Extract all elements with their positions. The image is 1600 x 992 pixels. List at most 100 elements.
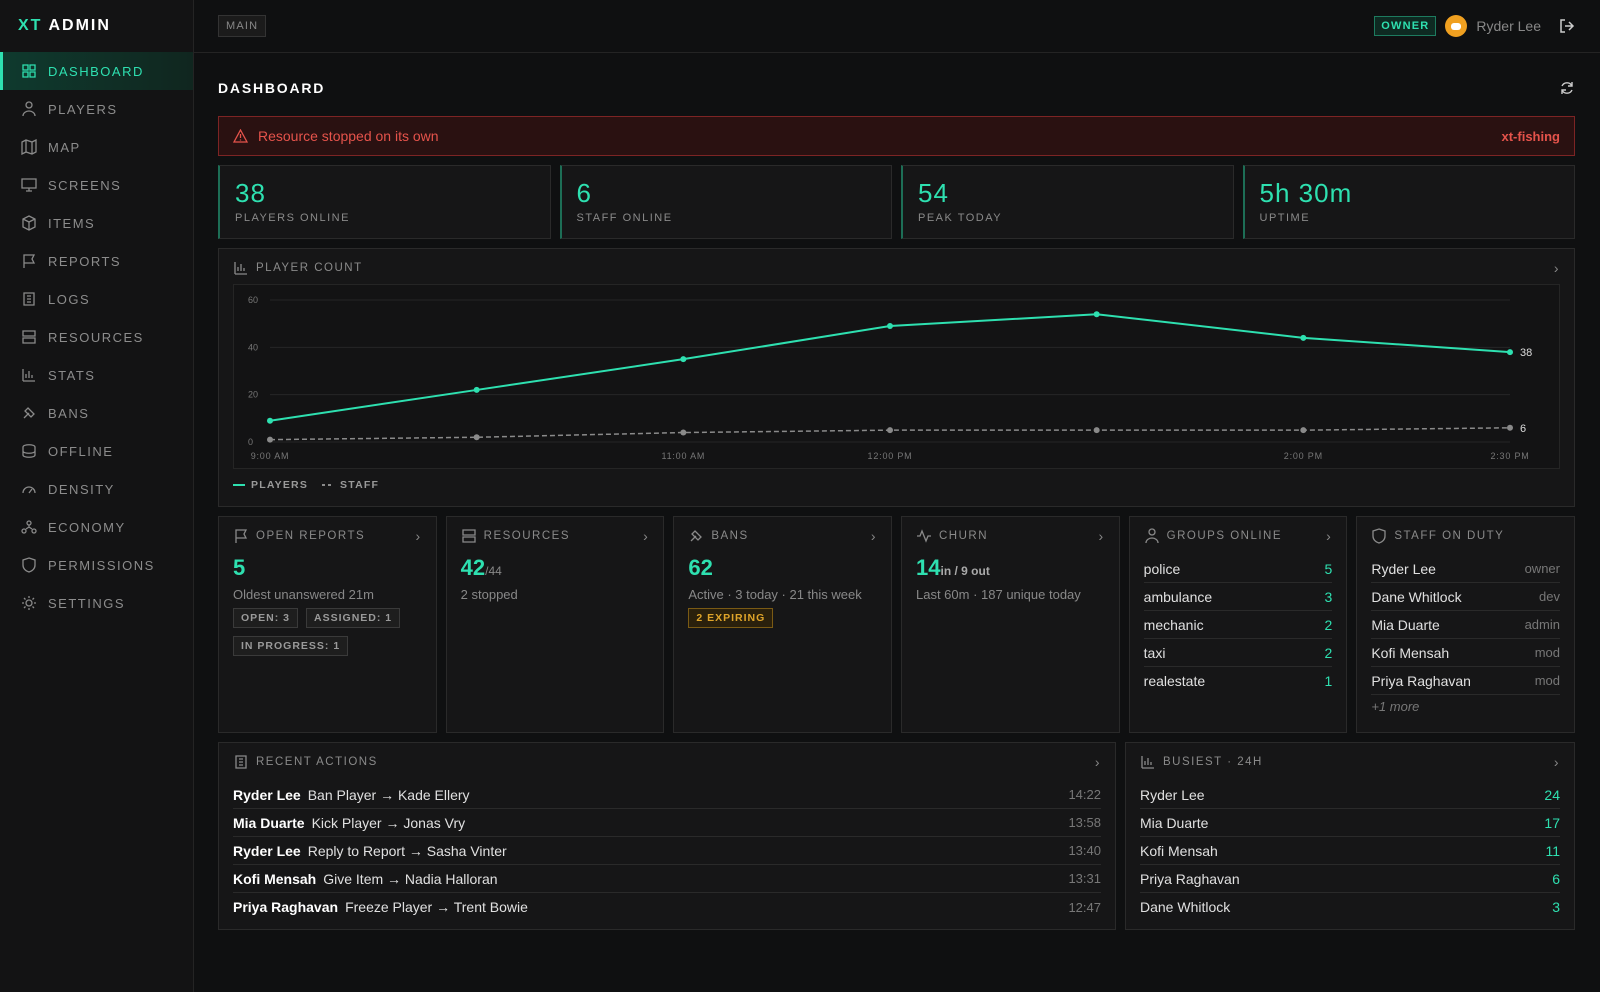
bottom: RECENT ACTIONS › Ryder Lee Ban Player → Kad…	[218, 742, 1575, 930]
action-row: Mia Duarte Kick Player → Jonas Vry 13:58	[233, 809, 1101, 837]
nav-label: REPORTS	[48, 253, 122, 269]
time: 12:47	[1068, 899, 1101, 915]
legend-swatch	[322, 484, 335, 486]
stat-value: 38	[235, 178, 266, 208]
count: 17	[1544, 814, 1560, 831]
x-tick-label: 11:00 AM	[661, 451, 705, 461]
nav-item[interactable]: ITEMS	[0, 204, 193, 242]
chevron[interactable]: ›	[643, 528, 650, 544]
icon-path	[22, 444, 36, 458]
group-count: 2	[1324, 644, 1333, 661]
group-count: 2	[1324, 616, 1333, 633]
icon	[22, 486, 36, 494]
line-chart: 0 20 40 60 9:00 AM 11:00 AM 12:00 PM 2:00 PM 2:3…	[248, 295, 1532, 461]
card-note: Oldest unanswered 21m	[233, 587, 374, 602]
icon	[22, 101, 36, 117]
nav-item[interactable]: STATS	[0, 356, 193, 394]
busiest-row: Dane Whitlock 3	[1140, 893, 1560, 921]
legend-swatch	[233, 484, 245, 486]
nav-item[interactable]: LOGS	[0, 280, 193, 318]
chevron[interactable]: ›	[1094, 754, 1101, 770]
y-tick-label: 0	[248, 437, 253, 447]
badges: OPEN: 3 ASSIGNED: 1 IN PROGRESS: 1	[219, 602, 436, 656]
stat-card: 38 PLAYERS ONLINE	[218, 165, 551, 239]
icon	[23, 292, 35, 306]
more[interactable]: +1 more	[1371, 699, 1420, 714]
end-label: 38	[1520, 347, 1532, 359]
nav-item[interactable]: SETTINGS	[0, 584, 193, 622]
point	[267, 417, 273, 424]
nav-label: DENSITY	[48, 481, 115, 497]
x-tick-label: 12:00 PM	[868, 451, 913, 461]
nav-item[interactable]: REPORTS	[0, 242, 193, 280]
nav-label: MAP	[48, 139, 81, 155]
busiest-row: Priya Raghavan 6	[1140, 865, 1560, 893]
user-name[interactable]: Ryder Lee	[1476, 18, 1541, 34]
panel-title: STAFF ON DUTY	[1394, 530, 1505, 542]
icon	[21, 139, 37, 155]
group-count: 1	[1324, 673, 1333, 689]
icon	[22, 215, 36, 231]
y-tick-label: 40	[248, 342, 258, 352]
icon	[21, 520, 37, 534]
stats: 38 PLAYERS ONLINE 6 STAFF ONLINE 54 PEAK TODA…	[218, 165, 1575, 239]
brand-text: ADMIN	[48, 17, 111, 34]
nav-item[interactable]: PLAYERS	[0, 90, 193, 128]
nav-item[interactable]: DENSITY	[0, 470, 193, 508]
action-row: Priya Raghavan Freeze Player → Trent Bowi…	[233, 893, 1101, 921]
chart-panel: PLAYER COUNT › 0 20 40 60 9:00 AM 11:00 AM 12:00…	[218, 248, 1575, 507]
nav-item[interactable]: RESOURCES	[0, 318, 193, 356]
chevron[interactable]: ›	[1553, 260, 1560, 276]
chevron[interactable]: ›	[1326, 528, 1333, 544]
end-label: 6	[1520, 423, 1526, 435]
refresh[interactable]	[1559, 80, 1575, 96]
group-name: mechanic	[1143, 616, 1204, 633]
group-row: realestate 1	[1144, 667, 1333, 695]
main: MAIN OWNER Ryder Lee DASHBOARD Resource …	[194, 0, 1600, 992]
chevron[interactable]: ›	[1098, 528, 1105, 544]
busiest: BUSIEST · 24H › Ryder Lee 24 Mia Duarte 17 Kof…	[1125, 742, 1575, 930]
chevron[interactable]: ›	[415, 528, 422, 544]
nav-item[interactable]: PERMISSIONS	[0, 546, 193, 584]
avatar	[1445, 15, 1468, 37]
nav-item[interactable]: DASHBOARD	[0, 52, 193, 90]
chevron[interactable]: ›	[870, 528, 877, 544]
tab[interactable]: MAIN	[218, 15, 267, 37]
y-tick-label: 20	[248, 390, 258, 400]
nav-label: LOGS	[48, 291, 91, 307]
nav: DASHBOARD PLAYERS MAP SCREENS ITEMS REPORTS LO…	[0, 52, 193, 622]
x-tick-label: 2:30 PM	[1490, 451, 1529, 461]
card-note: 2 stopped	[460, 587, 518, 602]
nav-item[interactable]: OFFLINE	[0, 432, 193, 470]
nav-label: DASHBOARD	[48, 63, 144, 79]
icon	[1372, 528, 1386, 544]
badge: ASSIGNED: 1	[306, 608, 401, 628]
card-groups: GROUPS ONLINE › police 5 ambulance 3 mechanic 2…	[1128, 516, 1348, 733]
page-header: DASHBOARD	[218, 75, 1575, 101]
icon-path	[22, 215, 36, 231]
icon	[22, 596, 36, 610]
name: Priya Raghavan	[1140, 870, 1240, 887]
alert-resource[interactable]: xt-fishing	[1501, 128, 1561, 144]
logout[interactable]	[1559, 18, 1575, 34]
panel-title: BANS	[711, 530, 749, 542]
chevron[interactable]: ›	[1553, 754, 1560, 770]
nav-item[interactable]: SCREENS	[0, 166, 193, 204]
staff-name: Mia Duarte	[1371, 616, 1440, 633]
alert-icon	[233, 129, 248, 143]
point	[1507, 424, 1513, 431]
icon	[22, 369, 35, 382]
panel-header: BUSIEST · 24H ›	[1126, 743, 1574, 781]
name: Ryder Lee	[1140, 786, 1205, 803]
icon	[22, 444, 36, 458]
icon	[22, 64, 36, 78]
nav-item[interactable]: MAP	[0, 128, 193, 166]
panel-title: GROUPS ONLINE	[1166, 530, 1283, 542]
icon	[1145, 528, 1159, 544]
nav-item[interactable]: BANS	[0, 394, 193, 432]
icon	[690, 530, 703, 542]
card-value: 62	[688, 555, 713, 580]
value: 14	[916, 555, 941, 580]
card-bans: BANS › 62 Active · 3 today · 21 this week 2 …	[673, 516, 892, 733]
nav-item[interactable]: ECONOMY	[0, 508, 193, 546]
